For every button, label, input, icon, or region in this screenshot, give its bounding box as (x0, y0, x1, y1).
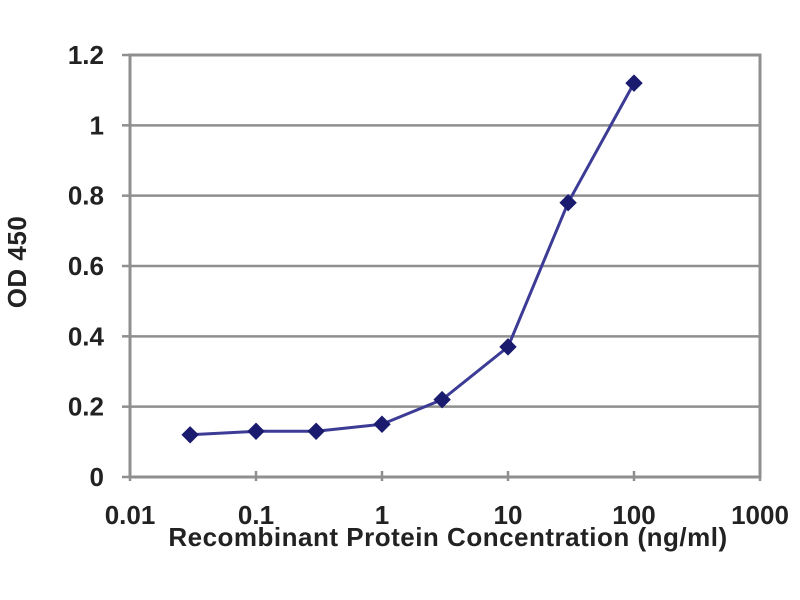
y-tick-label: 1 (90, 110, 104, 140)
y-tick-labels: 0 0.2 0.4 0.6 0.8 1 1.2 (68, 40, 105, 492)
y-tick-label: 1.2 (68, 40, 104, 70)
axis-ticks (122, 53, 762, 481)
y-tick-label: 0.4 (68, 321, 105, 351)
x-tick-label: 1 (375, 500, 389, 530)
x-tick-label: 10 (494, 500, 523, 530)
x-tick-label: 1000 (731, 500, 789, 530)
y-tick-label: 0.2 (68, 392, 104, 422)
data-point-marker (373, 415, 391, 433)
data-point-marker (307, 422, 325, 440)
data-point-marker (181, 426, 199, 444)
y-tick-label: 0 (90, 462, 104, 492)
series-line (190, 82, 636, 437)
gridlines (130, 53, 760, 479)
data-point-marker (625, 74, 643, 92)
x-tick-labels: 0.01 0.1 1 10 100 1000 (105, 500, 789, 530)
data-point-marker (499, 338, 517, 356)
data-point-marker (247, 422, 265, 440)
y-tick-label: 0.8 (68, 181, 104, 211)
data-point-marker (433, 390, 451, 409)
x-tick-label: 0.01 (105, 500, 156, 530)
x-axis-title: Recombinant Protein Concentration (ng/ml… (168, 522, 727, 552)
y-axis-title: OD 450 (2, 216, 32, 309)
data-point-marker (559, 193, 577, 212)
x-tick-label: 0.1 (238, 500, 274, 530)
x-tick-label: 100 (612, 500, 655, 530)
y-tick-label: 0.6 (68, 251, 104, 281)
data-series (181, 74, 643, 444)
